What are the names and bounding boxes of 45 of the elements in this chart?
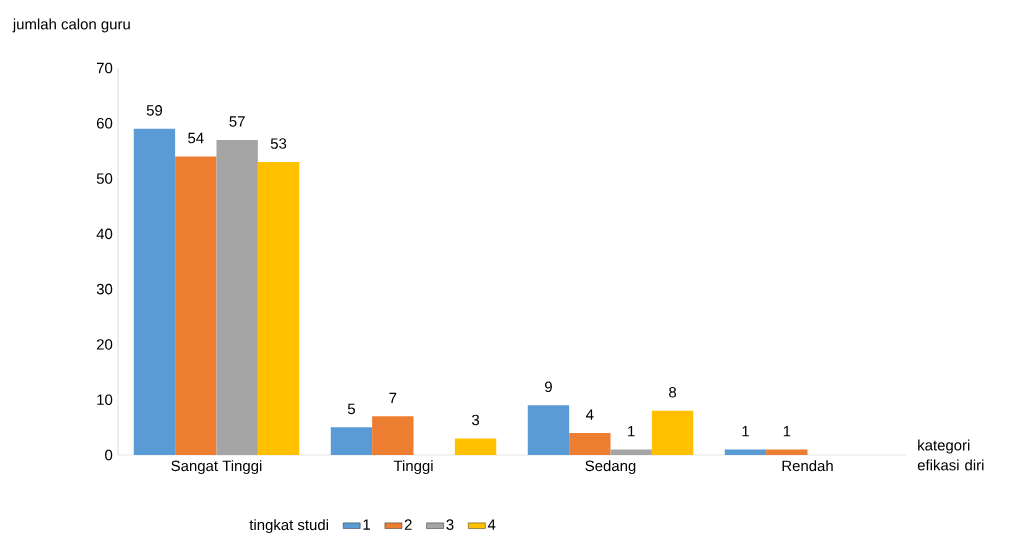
data-label: 9: [545, 381, 552, 393]
bar: [133, 128, 176, 455]
y-tick-label: 40: [96, 228, 113, 240]
data-label: 4: [586, 409, 594, 420]
x-axis-title: kategori efikasi diri: [917, 439, 984, 471]
bar: [610, 449, 652, 455]
legend-title: tingkat studi: [249, 519, 328, 534]
data-label: 54: [188, 132, 204, 144]
y-axis-title: jumlah calon guru: [12, 18, 130, 33]
data-label: 53: [270, 138, 287, 149]
y-tick-label: 70: [96, 62, 113, 74]
bar: [651, 410, 694, 455]
bar: [527, 405, 570, 455]
data-label: 8: [669, 387, 677, 398]
bar: [724, 449, 767, 455]
legend-label: 4: [487, 519, 496, 530]
x-tick-label: Tinggi: [393, 460, 433, 475]
legend-label: 2: [404, 519, 412, 530]
y-tick-label: 60: [96, 118, 113, 129]
bar: [454, 438, 497, 455]
y-tick-label: 0: [105, 449, 113, 461]
data-label: 57: [229, 116, 245, 127]
bar: [175, 156, 217, 455]
bar: [372, 416, 414, 455]
x-tick-label: Sedang: [585, 460, 636, 475]
y-tick-label: 10: [97, 394, 113, 405]
bar: [569, 432, 611, 455]
bar: [330, 427, 373, 455]
bar: [216, 139, 258, 455]
x-tick-label: Rendah: [782, 460, 833, 472]
data-label: 1: [628, 426, 635, 437]
data-label: 59: [146, 105, 163, 116]
legend-label: 1: [363, 519, 370, 530]
data-label: 1: [783, 426, 791, 437]
data-label: 5: [347, 403, 355, 415]
bar: [766, 449, 808, 455]
data-label: 7: [389, 392, 397, 404]
y-tick-label: 20: [96, 339, 113, 350]
y-tick-label: 30: [96, 283, 113, 295]
y-tick-label: 50: [96, 173, 113, 184]
data-label: 1: [742, 426, 749, 437]
bar: [257, 161, 300, 455]
data-label: 3: [471, 414, 480, 426]
legend-label: 3: [446, 519, 454, 530]
x-tick-label: Sangat Tinggi: [171, 460, 262, 475]
